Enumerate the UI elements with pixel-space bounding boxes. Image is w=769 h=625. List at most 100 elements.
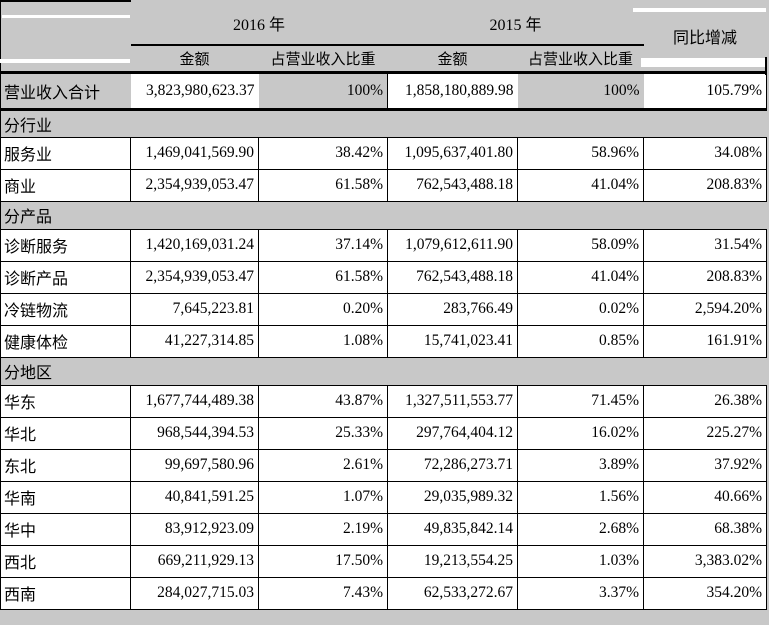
amount-2015-cell: 62,533,272.67 [387,576,519,610]
amount-2016-cell: 7,645,223.81 [130,292,259,326]
data-row: 华中 83,912,923.09 2.19% 49,835,842.14 2.68% 68… [0,512,768,546]
row-label-cell: 健康体检 [0,324,131,358]
amount-2016-cell: 99,697,580.96 [130,448,259,482]
amount-2015-cell: 29,035,989.32 [387,480,519,514]
share-2015-cell: 41.04% [517,168,645,202]
amount-2016-cell: 669,211,929.13 [130,544,259,578]
data-row: 华东 1,677,744,489.38 43.87% 1,327,511,553.77… [0,384,768,418]
yoy-change-cell: 31.54% [643,228,768,262]
amount-2015-cell: 1,079,612,611.90 [387,228,519,262]
row-label-cell: 诊断产品 [0,260,131,294]
section-row: 分行业 [0,108,767,138]
gridline-artifact [2,15,130,18]
share-2016-cell: 100% [258,71,388,111]
row-label-cell: 西南 [0,576,131,610]
data-row: 商业 2,354,939,053.47 61.58% 762,543,488.18 41… [0,168,768,202]
row-label-cell: 东北 [0,448,131,482]
amount-2016-cell: 83,912,923.09 [130,512,259,546]
yoy-change-cell: 208.83% [643,260,768,294]
corner-blank-cell [0,0,131,74]
share-2015-cell: 1.56% [517,480,645,514]
yoy-change-cell: 208.83% [643,168,768,202]
data-row: 诊断产品 2,354,939,053.47 61.58% 762,543,488.18… [0,260,768,294]
amount-2015-cell: 15,741,023.41 [387,324,519,358]
share-2016-cell: 1.07% [257,480,389,514]
share-2016-cell: 61.58% [257,168,389,202]
data-row: 华北 968,544,394.53 25.33% 297,764,404.12 16.0… [0,416,768,450]
yoy-change-cell: 105.79% [643,71,768,111]
row-label-cell: 华东 [0,384,131,418]
metric-header-row: 金额 占营业收入比重 金额 占营业收入比重 [1,45,767,74]
amount-2015-cell: 297,764,404.12 [387,416,519,450]
yoy-change-cell: 161.91% [643,324,768,358]
share-2016-cell: 17.50% [257,544,389,578]
row-label-cell: 诊断服务 [0,228,131,262]
amount-2015-cell: 72,286,273.71 [387,448,519,482]
data-row: 健康体检 41,227,314.85 1.08% 15,741,023.41 0.85%… [0,324,768,358]
border-artifact [765,57,767,75]
share-2015-cell: 3.37% [517,576,645,610]
share-2016-cell: 7.43% [257,576,389,610]
row-label-cell: 服务业 [0,136,131,170]
share-2016-cell: 2.61% [257,448,389,482]
amount-2016-cell: 968,544,394.53 [130,416,259,450]
yoy-change-cell: 2,594.20% [643,292,768,326]
share-2016-cell: 25.33% [257,416,389,450]
table-header: 2016 年 2015 年 同比增减 金额 占营业收入比重 金额 占营业收入比重 [0,0,767,74]
amount-2015-cell: 19,213,554.25 [387,544,519,578]
gridline-artifact [0,59,130,63]
amount-2016-cell: 40,841,591.25 [130,480,259,514]
share-2015-cell: 100% [517,71,644,111]
amount-2016-cell: 2,354,939,053.47 [130,260,259,294]
revenue-breakdown-table: 2016 年 2015 年 同比增减 金额 占营业收入比重 金额 占营业收入比重… [0,0,768,610]
share-2016-cell: 38.42% [257,136,389,170]
share-2015-header: 占营业收入比重 [517,45,644,74]
section-label: 分产品 [0,200,767,230]
row-label-cell: 华南 [0,480,131,514]
share-2016-cell: 37.14% [257,228,389,262]
row-label-cell: 营业收入合计 [0,71,131,111]
row-label-cell: 西北 [0,544,131,578]
data-row: 东北 99,697,580.96 2.61% 72,286,273.71 3.89% 37… [0,448,768,482]
data-row: 诊断服务 1,420,169,031.24 37.14% 1,079,612,611.… [0,228,768,262]
share-2015-cell: 0.85% [517,324,645,358]
data-row: 西北 669,211,929.13 17.50% 19,213,554.25 1.03%… [0,544,768,578]
share-2015-cell: 0.02% [517,292,645,326]
total-row: 营业收入合计 3,823,980,623.37 100% 1,858,180,889.… [0,71,768,111]
row-label-cell: 冷链物流 [0,292,131,326]
data-row: 西南 284,027,715.03 7.43% 62,533,272.67 3.37% 3… [0,576,768,610]
gridline-artifact [641,58,765,67]
yoy-change-cell: 354.20% [643,576,768,610]
amount-2016-cell: 1,420,169,031.24 [130,228,259,262]
data-row: 华南 40,841,591.25 1.07% 29,035,989.32 1.56% 40… [0,480,768,514]
section-row: 分地区 [0,356,767,386]
share-2015-cell: 3.89% [517,448,645,482]
year-2015-header: 2015 年 [387,1,644,46]
table-body: 营业收入合计 3,823,980,623.37 100% 1,858,180,889.… [0,71,768,610]
gridline-artifact [633,8,766,12]
section-label: 分地区 [0,356,767,386]
amount-2015-cell: 762,543,488.18 [387,260,519,294]
share-2016-cell: 0.20% [257,292,389,326]
share-2016-header: 占营业收入比重 [258,45,388,74]
yoy-change-cell: 40.66% [643,480,768,514]
share-2016-cell: 43.87% [257,384,389,418]
share-2015-cell: 2.68% [517,512,645,546]
amount-2015-header: 金额 [387,45,518,74]
share-2016-cell: 1.08% [257,324,389,358]
yoy-change-cell: 34.08% [643,136,768,170]
amount-2015-cell: 49,835,842.14 [387,512,519,546]
yoy-change-cell: 68.38% [643,512,768,546]
share-2015-cell: 58.96% [517,136,645,170]
yoy-change-cell: 26.38% [643,384,768,418]
amount-2016-header: 金额 [130,45,259,74]
row-label-cell: 华北 [0,416,131,450]
row-label-cell: 华中 [0,512,131,546]
share-2015-cell: 1.03% [517,544,645,578]
amount-2016-cell: 3,823,980,623.37 [130,71,259,111]
share-2015-cell: 41.04% [517,260,645,294]
yoy-change-cell: 225.27% [643,416,768,450]
share-2016-cell: 2.19% [257,512,389,546]
share-2015-cell: 16.02% [517,416,645,450]
